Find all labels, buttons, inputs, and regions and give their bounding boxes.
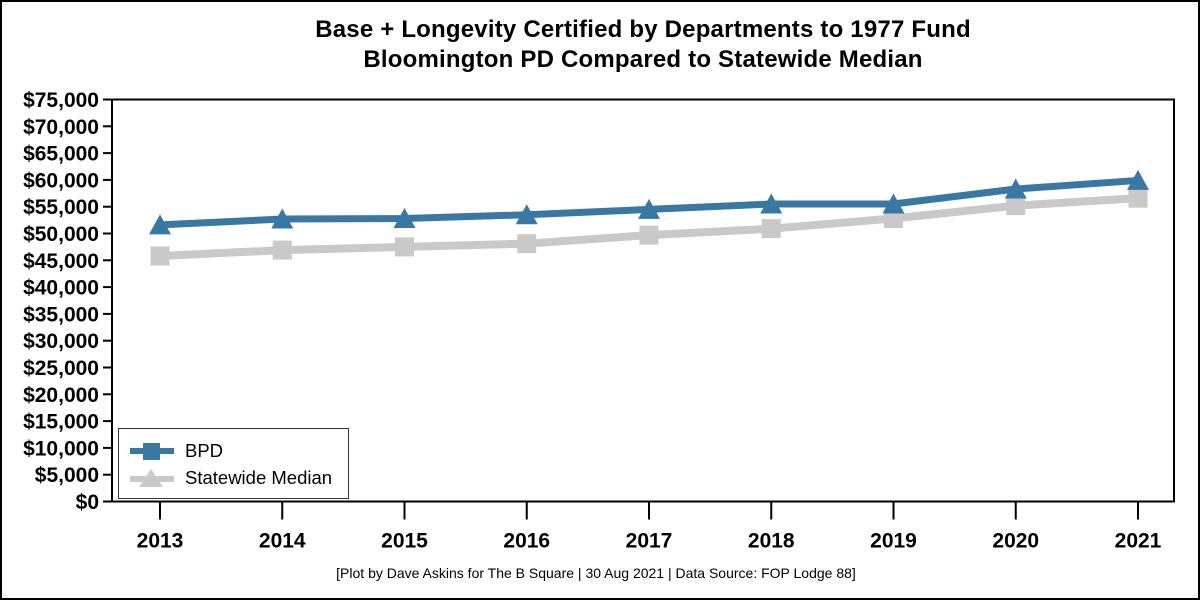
statewide-median-point-2021 (1128, 188, 1148, 208)
legend-item-statewide: Statewide Median (119, 464, 348, 491)
y-axis-tick-label: $30,000 (23, 330, 99, 353)
x-axis-tick-label: 2017 (626, 530, 673, 553)
statewide-median-point-2017 (639, 225, 659, 245)
x-axis-tick-label: 2013 (137, 530, 184, 553)
x-axis-tick-label: 2021 (1115, 530, 1162, 553)
bpd-point-2021 (1127, 169, 1149, 190)
plot-border (111, 98, 1175, 503)
y-axis-tick-label: $40,000 (23, 277, 99, 300)
legend-item-bpd: BPD (119, 437, 348, 464)
y-axis-tick-label: $10,000 (23, 437, 99, 460)
legend-label-statewide: Statewide Median (185, 466, 333, 488)
x-axis-tick-label: 2020 (992, 530, 1039, 553)
statewide-median-point-2014 (272, 240, 292, 260)
statewide-median-point-2018 (761, 219, 781, 239)
y-axis-tick-label: $25,000 (23, 357, 99, 380)
statewide-median-point-2015 (395, 237, 414, 257)
y-axis-tick-label: $0 (76, 491, 99, 514)
y-axis-tick-label: $70,000 (23, 116, 99, 139)
x-axis-tick-label: 2018 (748, 530, 795, 553)
bpd-point-2016 (515, 204, 538, 225)
bpd-point-2020 (1004, 178, 1027, 199)
statewide-median-point-2019 (884, 208, 903, 228)
statewide-median-point-2016 (517, 234, 537, 254)
y-axis-tick-label: $75,000 (23, 89, 99, 112)
bpd-point-2019 (882, 193, 905, 214)
bpd-point-2017 (638, 198, 660, 219)
bpd-point-2013 (149, 214, 171, 235)
y-axis-tick-label: $5,000 (35, 464, 99, 487)
y-axis-tick-label: $35,000 (23, 303, 99, 326)
bpd-square-marker-icon (129, 441, 175, 461)
y-axis-tick-label: $55,000 (23, 196, 99, 219)
y-axis-tick-label: $65,000 (23, 143, 99, 166)
chart-title-line1: Base + Longevity Certified by Department… (315, 16, 971, 43)
bpd-point-2015 (393, 207, 416, 228)
y-axis-tick-label: $20,000 (23, 384, 99, 407)
y-axis-tick-label: $45,000 (23, 250, 99, 273)
x-axis-tick-label: 2016 (503, 530, 550, 553)
chart-title-line2: Bloomington PD Compared to Statewide Med… (363, 46, 923, 73)
y-axis-tick-label: $50,000 (23, 223, 99, 246)
bpd-point-2018 (760, 193, 783, 214)
caption: [Plot by Dave Askins for The B Square | … (336, 565, 856, 581)
x-axis-tick-label: 2014 (259, 530, 306, 553)
statewide-triangle-marker-icon (129, 467, 175, 489)
statewide-median-point-2020 (1006, 196, 1026, 216)
bpd-point-2014 (271, 208, 294, 229)
y-axis-tick-label: $60,000 (23, 169, 99, 192)
chart-title: Base + Longevity Certified by Department… (112, 15, 1174, 75)
legend-label-bpd: BPD (185, 439, 224, 461)
y-axis-tick-label: $15,000 (23, 411, 99, 434)
x-axis-tick-label: 2015 (381, 530, 428, 553)
statewide-median-point-2013 (150, 246, 170, 266)
x-axis-tick-label: 2019 (870, 530, 917, 553)
chart-legend: BPD Statewide Median (118, 428, 349, 499)
